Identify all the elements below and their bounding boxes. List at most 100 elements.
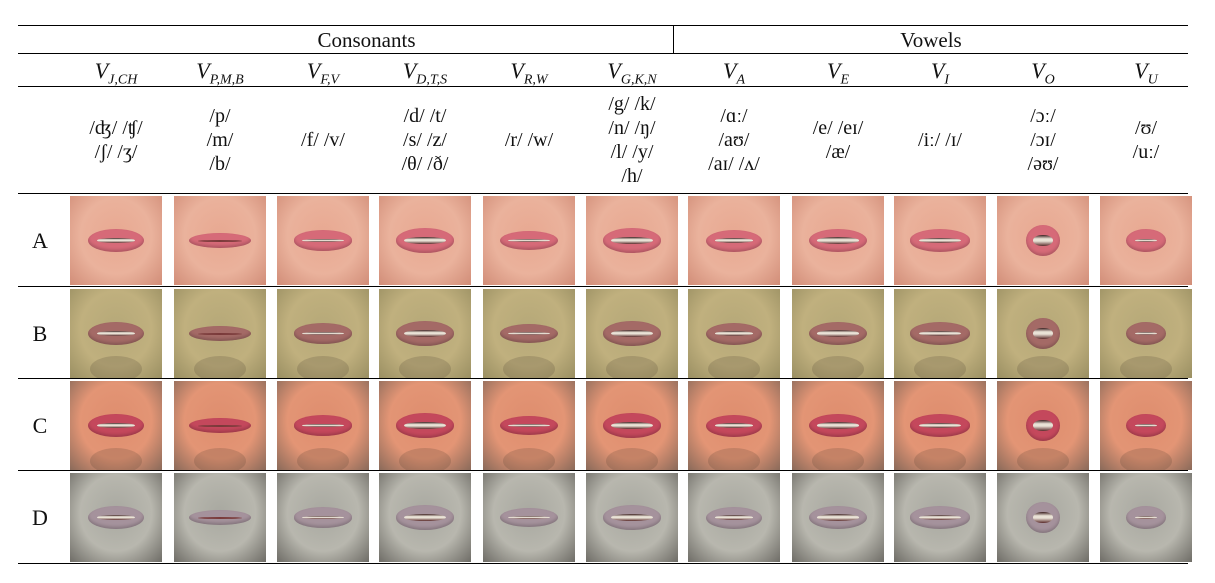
viseme-subscript: F,V bbox=[320, 72, 340, 88]
vowels-header: Vowels bbox=[900, 28, 962, 52]
phoneme-line: /l/ /y/ bbox=[610, 141, 654, 163]
phoneme-line: /m/ bbox=[206, 129, 234, 151]
mouth-image bbox=[688, 473, 780, 562]
phoneme-line: /iː/ /ɪ/ bbox=[918, 129, 962, 151]
chin-shadow bbox=[1017, 356, 1069, 378]
viseme-base: V bbox=[930, 58, 945, 83]
viseme-subscript: R,W bbox=[523, 72, 548, 88]
mouth-opening bbox=[817, 422, 859, 429]
viseme-base: V bbox=[306, 58, 321, 83]
mouth-image bbox=[688, 381, 780, 470]
chin-shadow bbox=[399, 356, 451, 378]
mouth-opening bbox=[1033, 327, 1053, 340]
bottom-rule bbox=[18, 563, 1188, 564]
mouth-image bbox=[1100, 381, 1192, 470]
chin-shadow bbox=[708, 356, 760, 378]
mouth-opening bbox=[1033, 419, 1053, 432]
chin-shadow bbox=[399, 448, 451, 470]
chin-shadow bbox=[1120, 448, 1172, 470]
viseme-label: VG,K,N bbox=[582, 56, 682, 88]
phoneme-cell: /ʊ//uː/ bbox=[1094, 88, 1198, 192]
mouth-image bbox=[483, 196, 575, 285]
mouth-image bbox=[894, 381, 986, 470]
mouth-opening bbox=[817, 330, 859, 337]
mouth-opening bbox=[302, 515, 344, 520]
mouth-image bbox=[379, 473, 471, 562]
viseme-base: V bbox=[402, 58, 417, 83]
viseme-base: V bbox=[722, 58, 737, 83]
mouth-image bbox=[70, 196, 162, 285]
row-rule-b bbox=[18, 378, 1188, 379]
mouth-image bbox=[1100, 473, 1192, 562]
chin-shadow bbox=[914, 448, 966, 470]
mouth-opening bbox=[715, 515, 753, 520]
mouth-opening bbox=[97, 422, 135, 429]
phoneme-cell: /iː/ /ɪ/ bbox=[888, 88, 992, 192]
phoneme-line: /g/ /k/ bbox=[608, 93, 656, 115]
mouth-image bbox=[586, 196, 678, 285]
phoneme-line: /e/ /eɪ/ bbox=[812, 117, 864, 139]
row-label: B bbox=[32, 321, 48, 346]
mouth-opening bbox=[508, 238, 550, 243]
mouth-opening bbox=[197, 424, 243, 427]
mouth-image bbox=[586, 473, 678, 562]
mouth-opening bbox=[715, 238, 753, 243]
chin-shadow bbox=[503, 356, 555, 378]
phoneme-line: /d/ /t/ bbox=[403, 105, 447, 127]
mouth-image bbox=[70, 473, 162, 562]
mouth-image bbox=[379, 196, 471, 285]
mouth-image bbox=[1100, 289, 1192, 378]
chin-shadow bbox=[90, 448, 142, 470]
mouth-opening bbox=[1134, 238, 1158, 243]
row-rule-a bbox=[18, 286, 1188, 287]
chin-shadow bbox=[297, 448, 349, 470]
mouth-opening bbox=[404, 513, 446, 522]
mouth-image bbox=[1100, 196, 1192, 285]
row-rule-c bbox=[18, 470, 1188, 471]
chin-shadow bbox=[812, 448, 864, 470]
phoneme-cell: /ɑː//aʊ//aɪ/ /ʌ/ bbox=[682, 88, 786, 192]
mouth-opening bbox=[611, 513, 653, 522]
mouth-opening bbox=[611, 329, 653, 338]
phoneme-line: /s/ /z/ bbox=[403, 129, 447, 151]
phoneme-cell: /ʤ/ /ʧ//ʃ/ /ʒ/ bbox=[64, 88, 168, 192]
mouth-opening bbox=[1134, 331, 1158, 336]
phoneme-line: /ɔɪ/ bbox=[1030, 129, 1056, 151]
viseme-label: VO bbox=[993, 56, 1093, 87]
mouth-opening bbox=[404, 236, 446, 245]
phoneme-line: /b/ bbox=[209, 153, 231, 175]
viseme-subscript: A bbox=[736, 72, 745, 88]
chin-shadow bbox=[297, 356, 349, 378]
chin-shadow bbox=[606, 448, 658, 470]
viseme-base: V bbox=[510, 58, 524, 83]
mouth-image bbox=[70, 381, 162, 470]
viseme-base: V bbox=[94, 58, 109, 83]
viseme-label: VI bbox=[890, 56, 990, 87]
phoneme-line: /aɪ/ /ʌ/ bbox=[708, 153, 760, 175]
viseme-subscript: D,T,S bbox=[416, 72, 448, 88]
mouth-image bbox=[277, 196, 369, 285]
phoneme-line: /f/ /v/ bbox=[301, 129, 345, 151]
viseme-base: V bbox=[1134, 58, 1148, 83]
mouth-image bbox=[379, 289, 471, 378]
mouth-image bbox=[586, 381, 678, 470]
phoneme-cell: /ɔː//ɔɪ//əʊ/ bbox=[991, 88, 1095, 192]
mouth-image bbox=[792, 381, 884, 470]
mouth-image bbox=[277, 473, 369, 562]
group-divider bbox=[673, 26, 674, 53]
mouth-opening bbox=[611, 236, 653, 245]
viseme-subscript: G,K,N bbox=[620, 72, 657, 88]
chin-shadow bbox=[90, 356, 142, 378]
mouth-image bbox=[792, 473, 884, 562]
viseme-subscript: U bbox=[1147, 72, 1158, 88]
mouth-opening bbox=[97, 237, 135, 244]
mouth-opening bbox=[1134, 423, 1158, 428]
phoneme-line: /uː/ bbox=[1132, 141, 1160, 163]
phoneme-rule bbox=[18, 193, 1188, 194]
phoneme-cell: /p//m//b/ bbox=[168, 88, 272, 192]
mouth-opening bbox=[918, 237, 962, 244]
mouth-opening bbox=[918, 514, 962, 521]
chin-shadow bbox=[812, 356, 864, 378]
phoneme-line: /aʊ/ bbox=[718, 129, 750, 151]
mouth-opening bbox=[197, 239, 243, 242]
